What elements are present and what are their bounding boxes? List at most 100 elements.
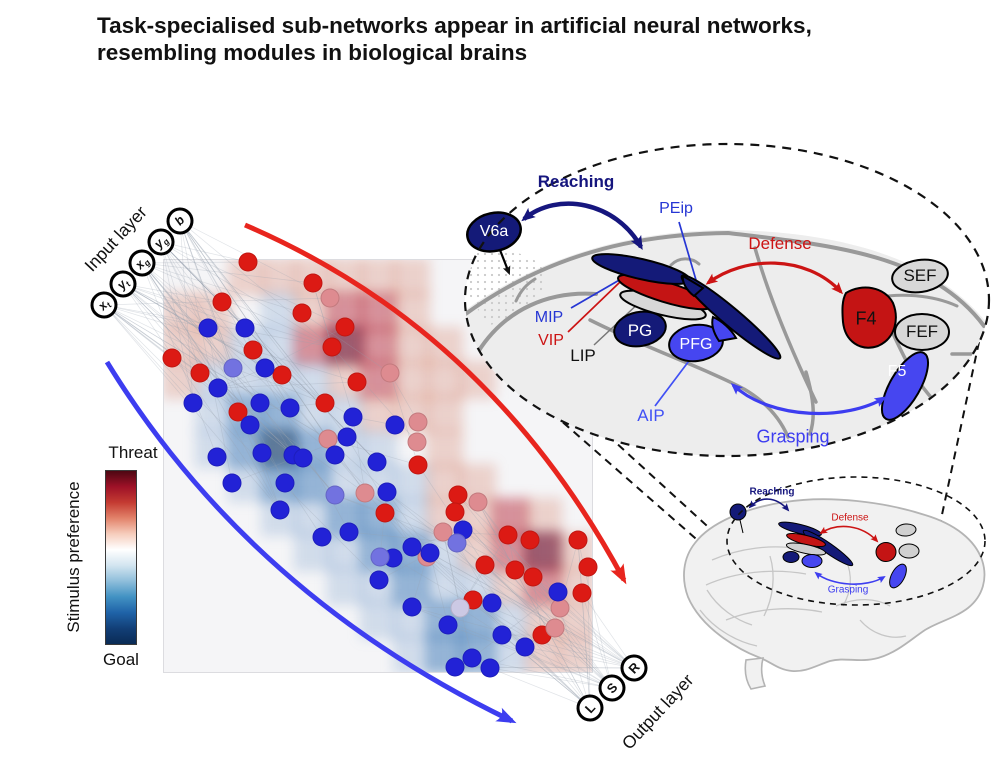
goal-unit (275, 473, 295, 493)
mini-v6a-arrow (739, 519, 744, 534)
goal-unit (255, 358, 275, 378)
threat-unit (335, 317, 355, 337)
heatmap-cell (393, 635, 430, 672)
mini-defense-arrow (819, 525, 879, 543)
goal-unit (492, 625, 512, 645)
goal-unit (548, 582, 568, 602)
region-mip (591, 253, 691, 285)
f5-label: F5 (887, 363, 907, 380)
threat-unit (320, 288, 340, 308)
goal-unit (343, 407, 363, 427)
heatmap-cell (426, 395, 463, 434)
threat-unit (468, 492, 488, 512)
goal-unit (198, 318, 218, 338)
goal-unit (339, 522, 359, 542)
threat-unit (407, 432, 427, 452)
goal-unit (252, 443, 272, 463)
threat-unit (408, 455, 428, 475)
goal-unit (235, 318, 255, 338)
goal-unit (183, 393, 203, 413)
fef-label: FEF (905, 322, 939, 341)
mini-region-v6a (729, 503, 747, 521)
mini-region-sef (895, 523, 917, 537)
goal-unit (369, 570, 389, 590)
output-layer-label: Output layer (617, 669, 698, 754)
threat-unit (243, 340, 263, 360)
reaching-label: Reaching (537, 172, 615, 191)
goal-unit (445, 657, 465, 677)
lip-label: LIP (570, 346, 596, 365)
goal-unit (207, 447, 227, 467)
heatmap-cell (327, 566, 364, 605)
region-aip (711, 315, 738, 343)
mini-defense-label: Defense (831, 512, 869, 524)
colorbar-bottom-label: Goal (103, 650, 139, 669)
region-f5 (880, 351, 930, 421)
goal-unit (325, 485, 345, 505)
heatmap-cell (360, 601, 397, 640)
threat-unit (578, 557, 598, 577)
heatmap-cell (360, 326, 397, 365)
heatmap-cell (360, 292, 397, 331)
goal-unit (482, 593, 502, 613)
goal-unit (270, 500, 290, 520)
mini-region-fef (898, 543, 920, 559)
heatmap-cell (426, 326, 463, 365)
goal-unit (250, 393, 270, 413)
f4-label: F4 (855, 308, 877, 329)
threat-unit (545, 618, 565, 638)
goal-unit (402, 537, 422, 557)
colorbar-title: Stimulus preference (64, 481, 83, 633)
threat-unit (568, 530, 588, 550)
goal-unit (370, 547, 390, 567)
heatmap-cell (393, 292, 430, 331)
threat-unit (272, 365, 292, 385)
threat-unit (303, 273, 323, 293)
defense-arrow (705, 261, 844, 295)
threat-unit (523, 567, 543, 587)
goal-unit (385, 415, 405, 435)
heatmap-cell (393, 498, 430, 537)
mini-region-f4 (875, 542, 897, 562)
heatmap-cell (426, 360, 463, 400)
goal-unit (222, 473, 242, 493)
mini-region-vip (786, 532, 826, 548)
goal-unit (208, 378, 228, 398)
threat-unit (550, 598, 570, 618)
heatmap-cell (261, 260, 298, 297)
mini-grasping-label: Grasping (827, 584, 869, 596)
peip-leader (678, 221, 697, 281)
goal-unit (325, 445, 345, 465)
callout-lines (541, 341, 980, 567)
threat-unit (190, 363, 210, 383)
v6a-label: V6a (479, 223, 509, 240)
threat-unit (572, 583, 592, 603)
goal-unit (480, 658, 500, 678)
goal-unit (420, 543, 440, 563)
reaching-arrow (521, 201, 643, 251)
mini-region-lip (785, 542, 827, 556)
threat-unit (520, 530, 540, 550)
threat-unit (355, 483, 375, 503)
colorbar-top-label: Threat (108, 443, 158, 462)
pfg-label: PFG (679, 336, 713, 353)
threat-unit (408, 412, 428, 432)
goal-unit (240, 415, 260, 435)
goal-unit (223, 358, 243, 378)
threat-unit (498, 525, 518, 545)
figure-title: Task-specialised sub-networks appear in … (97, 12, 917, 67)
pg-label: PG (627, 321, 653, 340)
goal-unit (515, 637, 535, 657)
defense-label: Defense (748, 234, 812, 253)
region-vip (617, 273, 713, 311)
peip-label: PEip (659, 200, 693, 217)
threat-unit (292, 303, 312, 323)
threat-unit (322, 337, 342, 357)
heatmap-cell (459, 360, 496, 400)
heatmap-cell (558, 635, 592, 672)
mini-region-f5 (889, 563, 907, 589)
neutral-unit (450, 598, 470, 618)
mini-grasping-arrow (814, 571, 886, 585)
mini-brainstem (744, 657, 767, 690)
